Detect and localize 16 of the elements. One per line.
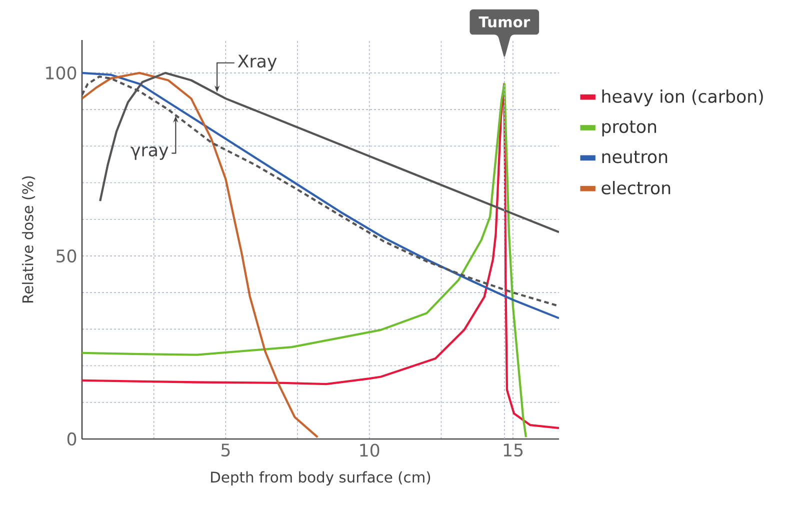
y-tick-label: 50: [56, 249, 76, 263]
x-tick-label: 15: [504, 444, 523, 457]
legend-label: neutron: [602, 150, 668, 164]
y-tick-label: 0: [67, 432, 76, 446]
y-tick-label: 100: [46, 66, 76, 80]
legend-label: heavy ion (carbon): [602, 89, 763, 106]
x-tick-label: 5: [222, 444, 230, 457]
ref-line-label: Tumor: [478, 16, 530, 28]
annotation: Xray: [238, 54, 277, 72]
line-series: [82, 72, 319, 438]
legend-label: electron: [602, 180, 670, 194]
x-tick-label: 10: [360, 444, 380, 457]
legend-label: proton: [602, 120, 656, 136]
annotation: γray: [130, 146, 168, 160]
x-axis-title: Depth from body surface (cm): [211, 471, 430, 486]
y-axis-title: Relative dose (%): [22, 176, 36, 302]
